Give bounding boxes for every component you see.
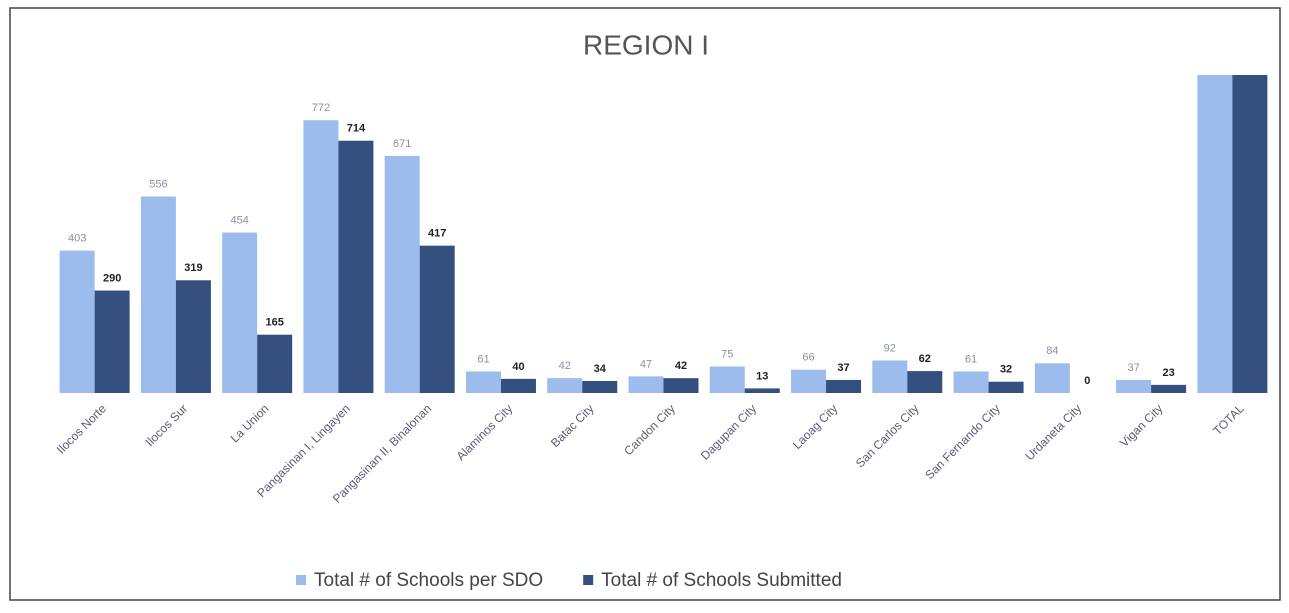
data-label: 42 (559, 360, 571, 372)
data-label: 75 (721, 348, 733, 360)
data-label: 47 (640, 358, 652, 370)
data-label: 34 (594, 363, 607, 375)
data-label: 772 (312, 102, 330, 114)
bar (709, 366, 745, 393)
chart-frame (9, 7, 1281, 601)
data-label: 32 (1000, 364, 1012, 376)
bar (338, 140, 374, 393)
bar (582, 380, 618, 393)
data-label: 42 (675, 360, 687, 372)
data-label: 23 (1162, 367, 1174, 379)
bar (988, 381, 1024, 393)
data-label: 62 (919, 353, 931, 365)
bar (907, 371, 943, 393)
data-label: 40 (512, 361, 524, 373)
bar (1197, 75, 1233, 393)
legend-swatch (583, 575, 594, 585)
bar (547, 378, 583, 393)
bar (257, 334, 293, 393)
data-label: 61 (477, 353, 489, 365)
legend-label: Total # of Schools Submitted (601, 570, 842, 591)
bar (826, 379, 862, 393)
data-label: 66 (802, 352, 814, 364)
bar (303, 120, 339, 393)
bar (663, 378, 699, 393)
bar (500, 378, 536, 393)
bar (872, 360, 908, 393)
data-label: 403 (68, 233, 86, 245)
data-label: 61 (965, 353, 977, 365)
data-label: 13 (756, 370, 768, 382)
data-label: 556 (149, 178, 167, 190)
bar (419, 245, 455, 393)
bar (59, 250, 95, 393)
bar (1116, 379, 1152, 393)
data-label: 454 (230, 214, 248, 226)
bar (94, 290, 130, 393)
bar (744, 388, 780, 393)
bar (384, 155, 420, 393)
bar (1151, 384, 1187, 393)
data-label: 84 (1046, 345, 1058, 357)
data-label: 92 (884, 342, 896, 354)
bar (1034, 363, 1070, 393)
bar (1232, 75, 1268, 393)
data-label: 417 (428, 228, 446, 240)
data-label: 37 (837, 362, 849, 374)
legend-swatch (296, 575, 306, 585)
data-label: 165 (265, 317, 283, 329)
data-label: 290 (103, 272, 121, 284)
bar (628, 376, 664, 393)
data-label: 37 (1127, 362, 1139, 374)
bar (222, 232, 258, 393)
data-label: 714 (347, 123, 366, 135)
bar (953, 371, 989, 393)
legend-label: Total # of Schools per SDO (314, 570, 543, 591)
plot-area (59, 75, 1268, 393)
bar (465, 371, 501, 393)
bar (175, 280, 211, 393)
bar (791, 369, 827, 393)
chart-title: REGION I (583, 29, 709, 60)
data-label: 671 (393, 138, 411, 150)
bar (140, 196, 176, 393)
data-label: 319 (184, 262, 202, 274)
data-label: 0 (1084, 375, 1090, 387)
